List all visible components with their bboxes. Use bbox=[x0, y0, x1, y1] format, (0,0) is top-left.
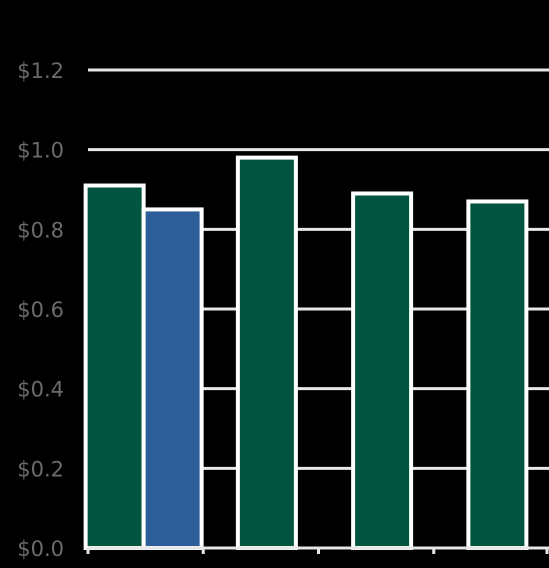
x-axis bbox=[86, 546, 549, 554]
bar-group-2-bar-1 bbox=[235, 155, 298, 550]
y-tick-label: $0.0 bbox=[17, 537, 64, 561]
bars bbox=[83, 155, 529, 551]
y-axis-tick-labels: $0.0 $0.2 $0.4 $0.6 $0.8 $1.0 $1.2 bbox=[17, 59, 64, 561]
bar-group-4-bar-1 bbox=[466, 199, 529, 550]
y-tick-label: $0.4 bbox=[17, 378, 64, 402]
y-tick-label: $0.8 bbox=[17, 218, 64, 242]
bar-group-1-bar-1 bbox=[83, 183, 146, 550]
y-tick-label: $1.2 bbox=[17, 59, 64, 83]
y-tick-label: $1.0 bbox=[17, 139, 64, 163]
bar-group-1-bar-2 bbox=[141, 207, 204, 551]
y-tick-label: $0.6 bbox=[17, 298, 64, 322]
y-tick-label: $0.2 bbox=[17, 457, 64, 481]
bar-group-3-bar-1 bbox=[351, 191, 414, 550]
